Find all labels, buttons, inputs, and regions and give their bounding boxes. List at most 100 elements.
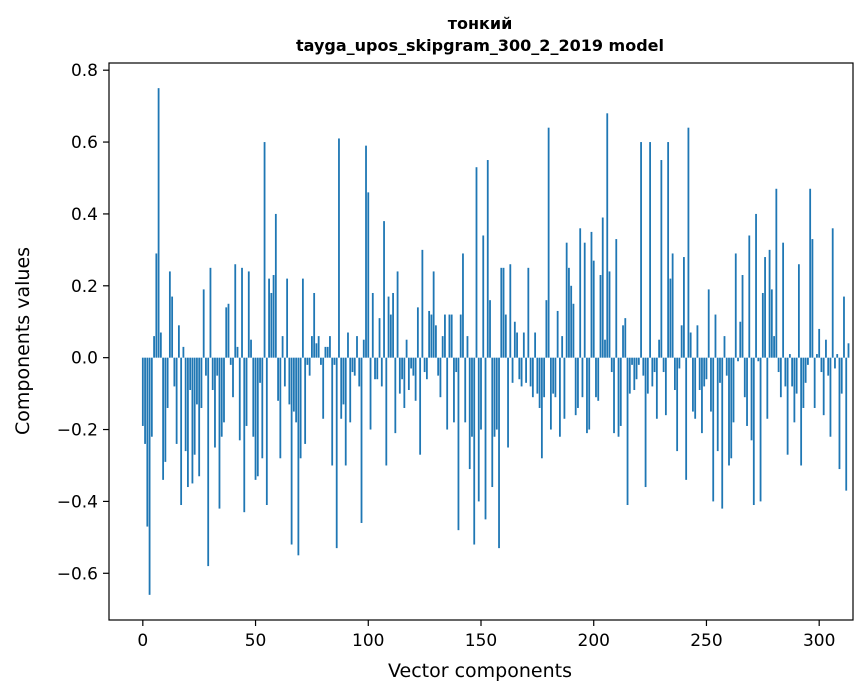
bar: [448, 314, 451, 358]
bar: [200, 357, 203, 408]
x-tick-label: 300: [803, 631, 835, 651]
bar: [407, 357, 410, 391]
bar: [211, 357, 214, 391]
x-tick-label: 0: [137, 631, 148, 651]
bar: [430, 314, 433, 358]
bar: [191, 357, 194, 484]
bar: [631, 357, 633, 365]
bar: [759, 357, 762, 502]
bar: [295, 357, 298, 423]
bar: [292, 357, 295, 412]
bar: [374, 357, 376, 380]
bar: [261, 357, 264, 459]
bar: [502, 267, 505, 358]
bar: [189, 357, 192, 391]
bar: [250, 339, 252, 358]
bar: [522, 332, 525, 358]
bar: [642, 357, 645, 376]
bar: [500, 267, 503, 358]
bar: [335, 357, 338, 549]
bar: [773, 336, 775, 358]
bar: [238, 357, 241, 441]
bar: [187, 357, 189, 488]
bar: [304, 357, 307, 444]
bar: [414, 357, 417, 401]
bar: [829, 357, 832, 437]
bar: [396, 271, 399, 358]
bar: [586, 357, 588, 434]
bar: [306, 357, 309, 365]
bar: [311, 336, 313, 358]
y-tick-label: 0.8: [71, 61, 98, 81]
bar: [389, 314, 392, 358]
bar: [301, 278, 304, 358]
bar: [752, 357, 755, 506]
bar: [362, 339, 365, 358]
bar: [701, 357, 703, 434]
bar: [525, 357, 527, 383]
bar: [613, 357, 615, 434]
bar: [146, 357, 149, 527]
bar: [797, 264, 800, 358]
bar: [644, 357, 647, 488]
bar: [822, 357, 825, 416]
bar: [207, 357, 210, 567]
bar: [220, 357, 223, 437]
bar: [707, 289, 710, 358]
bar: [556, 310, 559, 358]
bar: [683, 257, 685, 358]
bar: [716, 357, 719, 452]
bar: [516, 332, 518, 358]
bar: [592, 260, 595, 358]
bar: [809, 188, 812, 358]
bar: [441, 336, 444, 358]
bar: [177, 325, 180, 358]
bar: [599, 275, 602, 358]
bar: [279, 357, 282, 459]
x-tick-label: 150: [465, 631, 497, 651]
bar: [653, 357, 656, 373]
bar: [568, 267, 570, 358]
bar: [692, 357, 694, 412]
bar: [403, 357, 406, 408]
bar: [349, 357, 352, 423]
bar: [748, 235, 751, 358]
bar: [673, 357, 676, 391]
bar: [347, 332, 349, 358]
bar: [283, 357, 286, 387]
bar: [696, 325, 699, 358]
bar: [705, 357, 708, 380]
bar: [329, 336, 331, 358]
bar: [277, 357, 279, 401]
bar: [536, 357, 539, 394]
bar: [669, 278, 672, 358]
bar: [428, 310, 431, 358]
bar: [820, 357, 823, 373]
bar: [617, 357, 620, 437]
bar: [768, 249, 771, 358]
bar: [166, 357, 169, 408]
bar: [545, 300, 548, 358]
bar: [218, 357, 221, 509]
bar: [818, 328, 821, 358]
bar: [531, 357, 534, 398]
bar: [804, 357, 807, 383]
bar: [703, 357, 706, 387]
bar: [581, 357, 584, 398]
bar: [453, 357, 455, 423]
bar: [227, 303, 230, 358]
bar: [468, 357, 471, 470]
bar: [540, 357, 543, 459]
bar: [734, 253, 737, 358]
bar: [802, 357, 805, 408]
bar: [223, 357, 225, 423]
bar: [660, 160, 663, 358]
bar: [205, 357, 207, 376]
bar: [507, 357, 509, 448]
bar: [480, 357, 482, 430]
bar: [491, 357, 494, 488]
bar: [590, 231, 593, 358]
bar: [712, 357, 715, 502]
bar: [459, 314, 462, 358]
bar: [836, 354, 839, 358]
